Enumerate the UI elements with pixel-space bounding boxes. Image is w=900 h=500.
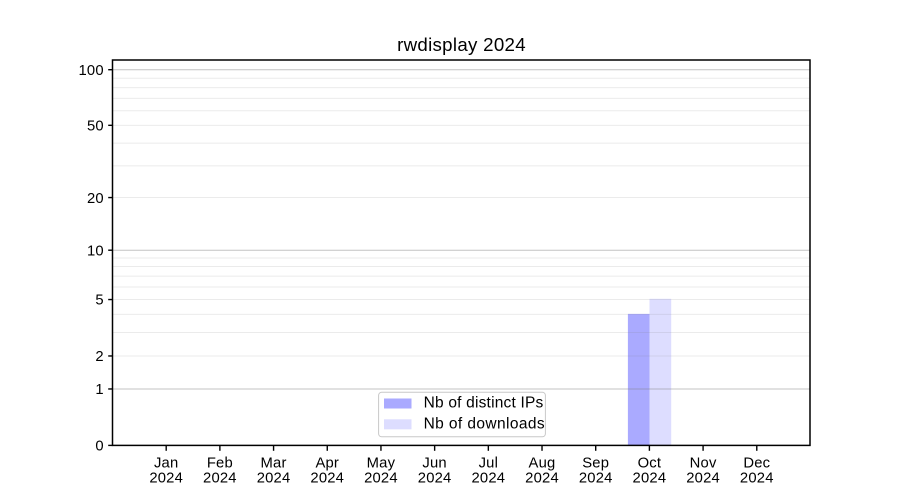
svg-text:Feb: Feb — [207, 456, 233, 472]
svg-text:Mar: Mar — [261, 456, 287, 472]
svg-text:10: 10 — [87, 243, 104, 259]
svg-text:Sep: Sep — [582, 456, 609, 472]
svg-text:2024: 2024 — [149, 470, 183, 486]
svg-text:Nb of distinct IPs: Nb of distinct IPs — [424, 395, 544, 412]
svg-text:0: 0 — [95, 439, 103, 455]
svg-text:5: 5 — [95, 293, 103, 309]
svg-text:Nb of downloads: Nb of downloads — [424, 416, 545, 433]
svg-text:2024: 2024 — [364, 470, 398, 486]
svg-text:2024: 2024 — [579, 470, 613, 486]
svg-text:2024: 2024 — [418, 470, 452, 486]
svg-text:May: May — [367, 456, 396, 472]
svg-text:Jan: Jan — [154, 456, 178, 472]
svg-text:2024: 2024 — [203, 470, 237, 486]
svg-text:100: 100 — [79, 63, 104, 79]
svg-text:Dec: Dec — [743, 456, 770, 472]
svg-text:Jul: Jul — [479, 456, 499, 472]
svg-text:2024: 2024 — [310, 470, 344, 486]
svg-text:rwdisplay 2024: rwdisplay 2024 — [397, 34, 526, 55]
svg-text:20: 20 — [87, 191, 104, 207]
svg-text:2024: 2024 — [471, 470, 505, 486]
svg-text:2024: 2024 — [633, 470, 667, 486]
svg-text:50: 50 — [87, 119, 104, 135]
svg-text:2024: 2024 — [740, 470, 774, 486]
svg-text:Aug: Aug — [529, 456, 556, 472]
svg-text:2024: 2024 — [686, 470, 720, 486]
svg-text:2024: 2024 — [525, 470, 559, 486]
svg-text:Oct: Oct — [638, 456, 662, 472]
svg-text:Apr: Apr — [315, 456, 339, 472]
svg-text:2024: 2024 — [257, 470, 291, 486]
svg-text:Jun: Jun — [422, 456, 446, 472]
svg-text:1: 1 — [95, 382, 103, 398]
svg-text:2: 2 — [95, 349, 103, 365]
svg-text:Nov: Nov — [690, 456, 717, 472]
